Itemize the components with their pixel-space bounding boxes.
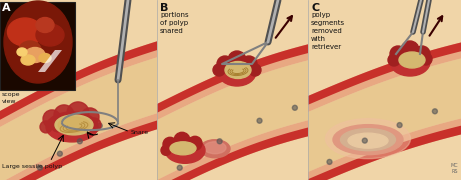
Ellipse shape <box>165 137 205 163</box>
Polygon shape <box>0 57 157 180</box>
Circle shape <box>54 105 74 125</box>
Circle shape <box>390 46 406 62</box>
Text: portions
of polyp
snared: portions of polyp snared <box>160 12 189 34</box>
Polygon shape <box>0 120 157 180</box>
Ellipse shape <box>170 142 196 155</box>
Circle shape <box>188 136 202 150</box>
Ellipse shape <box>46 112 98 142</box>
Text: Snare: Snare <box>131 130 149 135</box>
Text: polyp
segments
removed
with
retriever: polyp segments removed with retriever <box>311 12 345 50</box>
Polygon shape <box>157 120 308 180</box>
Ellipse shape <box>55 115 93 135</box>
Polygon shape <box>157 44 308 113</box>
Text: scope
view: scope view <box>2 92 20 104</box>
Circle shape <box>163 137 177 151</box>
Text: A: A <box>2 3 11 13</box>
Polygon shape <box>157 44 308 120</box>
Circle shape <box>81 108 99 126</box>
Circle shape <box>362 138 367 143</box>
Ellipse shape <box>39 53 51 62</box>
Polygon shape <box>308 118 461 180</box>
Circle shape <box>388 54 400 66</box>
Circle shape <box>241 56 257 72</box>
Circle shape <box>327 159 332 164</box>
Polygon shape <box>308 42 461 112</box>
Ellipse shape <box>204 142 226 154</box>
Ellipse shape <box>325 119 410 159</box>
Ellipse shape <box>348 133 388 148</box>
Circle shape <box>40 121 52 133</box>
Polygon shape <box>308 58 461 172</box>
FancyBboxPatch shape <box>0 2 75 90</box>
Circle shape <box>217 139 222 144</box>
Circle shape <box>228 51 246 69</box>
Circle shape <box>43 110 61 128</box>
Polygon shape <box>38 50 62 72</box>
Ellipse shape <box>225 62 251 78</box>
Circle shape <box>37 165 42 170</box>
Text: B: B <box>160 3 168 13</box>
Ellipse shape <box>341 129 396 151</box>
Polygon shape <box>0 41 157 120</box>
Circle shape <box>161 145 171 155</box>
Ellipse shape <box>390 48 430 76</box>
Ellipse shape <box>36 17 54 33</box>
Text: C: C <box>311 3 319 13</box>
Circle shape <box>420 53 432 65</box>
Polygon shape <box>0 113 157 180</box>
Ellipse shape <box>4 1 72 83</box>
Ellipse shape <box>58 117 90 133</box>
Circle shape <box>51 118 65 132</box>
Circle shape <box>57 151 62 156</box>
Ellipse shape <box>218 58 256 86</box>
Circle shape <box>401 41 419 59</box>
Circle shape <box>97 123 102 128</box>
Circle shape <box>213 64 225 76</box>
Circle shape <box>87 118 101 132</box>
Polygon shape <box>308 42 461 105</box>
Circle shape <box>67 102 89 124</box>
Ellipse shape <box>200 140 230 158</box>
Circle shape <box>217 56 233 72</box>
Ellipse shape <box>17 48 27 56</box>
Polygon shape <box>308 126 461 180</box>
Ellipse shape <box>333 125 403 155</box>
Circle shape <box>397 123 402 128</box>
Circle shape <box>77 139 83 144</box>
Circle shape <box>257 118 262 123</box>
Ellipse shape <box>21 55 35 65</box>
Polygon shape <box>157 60 308 180</box>
Circle shape <box>432 109 437 114</box>
Circle shape <box>292 105 297 110</box>
Circle shape <box>414 46 430 62</box>
Ellipse shape <box>7 18 42 46</box>
Polygon shape <box>157 127 308 180</box>
Text: Large sessile polyp: Large sessile polyp <box>2 164 62 169</box>
Text: MC
RS: MC RS <box>450 163 458 174</box>
Ellipse shape <box>19 41 41 59</box>
Circle shape <box>177 165 182 170</box>
Ellipse shape <box>25 48 45 62</box>
Circle shape <box>174 132 190 148</box>
Ellipse shape <box>36 24 64 46</box>
Ellipse shape <box>399 52 425 68</box>
Circle shape <box>249 64 261 76</box>
Polygon shape <box>0 41 157 127</box>
